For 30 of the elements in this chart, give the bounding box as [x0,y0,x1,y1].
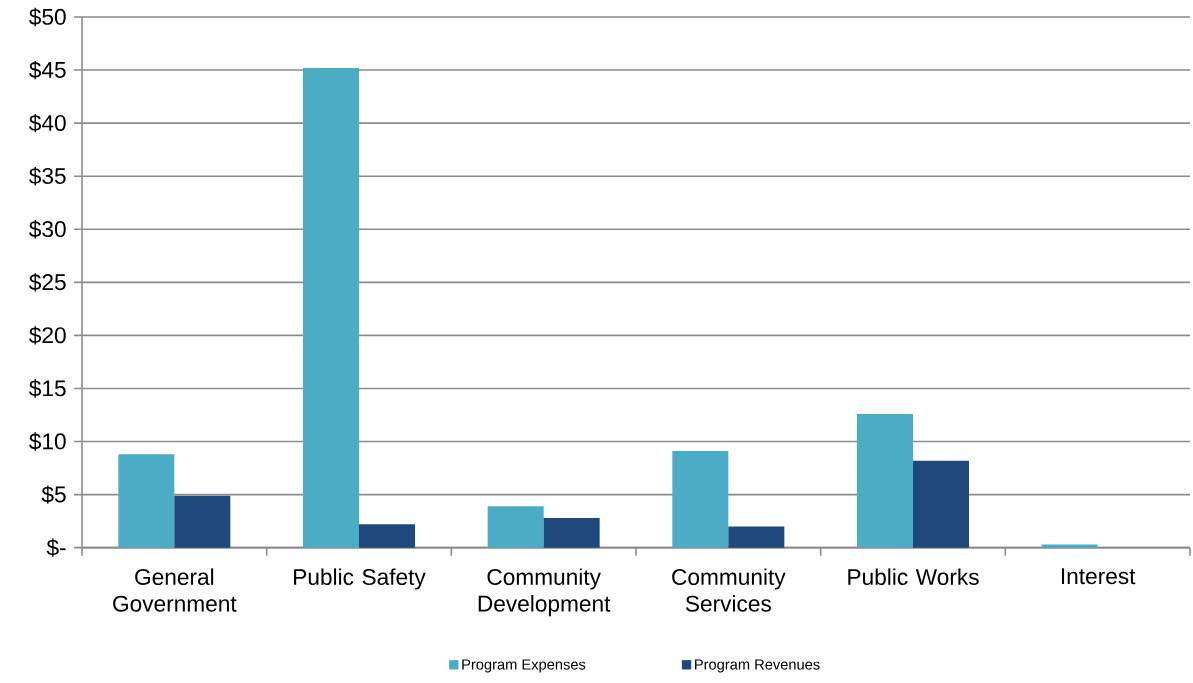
y-tick-label: $5 [41,485,66,504]
y-tick-label: $20 [29,326,66,345]
x-tick-label: Public Safety [294,568,426,590]
x-tick-label: Community Development [478,568,611,617]
y-tick-label: $50 [29,7,66,27]
x-tick-label: Interest [1061,568,1136,585]
bar [728,526,785,548]
bar [174,495,231,548]
bar [118,454,175,548]
x-tick-label: Public Works [848,568,979,586]
bar [857,413,913,548]
legend-label: Program Revenues [695,659,820,673]
y-tick-label: $40 [29,113,66,133]
legend-label: Program Expenses [462,659,586,673]
bar [543,517,600,548]
x-tick-label: General Government [113,568,237,612]
bar [487,506,544,548]
bar [913,460,969,548]
y-tick-label: $35 [29,167,66,186]
x-tick-label: Community Services [672,568,786,612]
bar [1041,544,1098,548]
y-tick-label: $- [46,538,66,557]
y-tick-label: $45 [29,60,66,80]
bar [672,451,729,548]
y-tick-label: $30 [29,220,66,239]
y-tick-label: $15 [29,379,66,398]
bar [359,524,415,548]
y-tick-label: $25 [29,273,66,292]
y-tick-label: $10 [29,432,66,451]
bar [303,67,359,548]
